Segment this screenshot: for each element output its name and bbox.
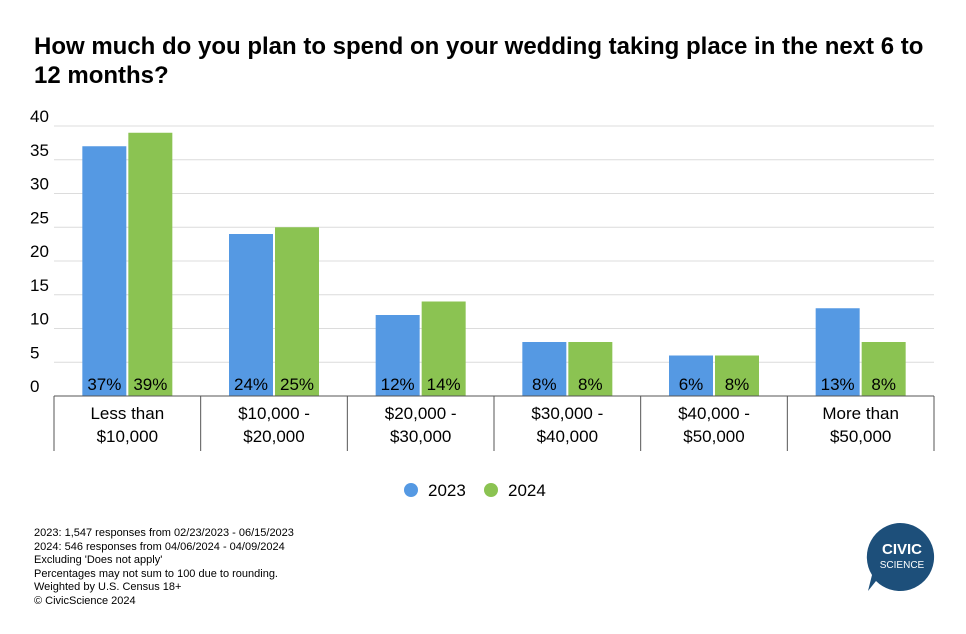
legend-marker-2023 (404, 483, 418, 497)
footnote-weighting: Weighted by U.S. Census 18+ (34, 581, 182, 594)
data-label: 8% (871, 375, 896, 394)
data-label: 13% (821, 375, 855, 394)
bar-2023 (669, 355, 713, 396)
data-label: 37% (87, 375, 121, 394)
bar-2023 (375, 315, 420, 396)
x-tick-label: $10,000 - (238, 404, 310, 423)
data-label: 6% (679, 375, 704, 394)
y-tick-label: 25 (30, 208, 49, 227)
data-label: 25% (280, 375, 314, 394)
bar-2023 (522, 342, 567, 396)
x-tick-label: $20,000 - (385, 404, 457, 423)
data-label: 24% (234, 375, 268, 394)
bar-2024 (715, 355, 759, 396)
y-tick-label: 40 (30, 107, 49, 126)
bar-2023 (229, 234, 273, 396)
bar-2023 (82, 146, 127, 396)
data-label: 14% (427, 375, 461, 394)
x-tick-label: $30,000 - (531, 404, 603, 423)
x-tick-label: $40,000 - (678, 404, 750, 423)
x-tick-label: $20,000 (243, 427, 304, 446)
data-label: 8% (578, 375, 603, 394)
x-tick-label: More than (822, 404, 899, 423)
legend-marker-2024 (484, 483, 498, 497)
x-tick-label: $30,000 (390, 427, 451, 446)
legend-label: 2023 (428, 481, 466, 500)
chart-title: How much do you plan to spend on your we… (34, 33, 924, 89)
bar-2024 (568, 342, 613, 396)
y-tick-label: 30 (30, 175, 49, 194)
data-label: 12% (381, 375, 415, 394)
bar-2023 (815, 308, 860, 396)
x-tick-label: $50,000 (683, 427, 744, 446)
civicscience-logo: CIVIC SCIENCE (866, 522, 935, 591)
y-tick-label: 10 (30, 310, 49, 329)
x-tick-label: $10,000 (97, 427, 158, 446)
bar-2024 (275, 227, 319, 396)
logo-text-civic: CIVIC (882, 541, 922, 558)
data-label: 39% (133, 375, 167, 394)
bar-2024 (861, 342, 906, 396)
x-tick-label: $40,000 (537, 427, 598, 446)
footnote-exclusion: Excluding 'Does not apply' (34, 554, 163, 567)
x-tick-label: $50,000 (830, 427, 891, 446)
footnotes: 2023: 1,547 responses from 02/23/2023 - … (34, 527, 294, 609)
bar-2024 (421, 301, 466, 396)
data-label: 8% (725, 375, 750, 394)
footnote-copyright: © CivicScience 2024 (34, 594, 136, 607)
y-tick-label: 5 (30, 343, 39, 362)
bar-2024 (128, 132, 173, 396)
y-tick-label: 20 (30, 242, 49, 261)
x-tick-label: Less than (90, 404, 164, 423)
y-tick-label: 35 (30, 141, 49, 160)
footnote-rounding: Percentages may not sum to 100 due to ro… (34, 567, 278, 580)
y-tick-label: 0 (30, 377, 39, 396)
logo-text-science: SCIENCE (880, 560, 925, 571)
footnote-2024-responses: 2024: 546 responses from 04/06/2024 - 04… (34, 540, 285, 553)
data-label: 8% (532, 375, 557, 394)
footnote-2023-responses: 2023: 1,547 responses from 02/23/2023 - … (34, 527, 294, 539)
y-tick-label: 15 (30, 276, 49, 295)
legend-label: 2024 (508, 481, 546, 500)
